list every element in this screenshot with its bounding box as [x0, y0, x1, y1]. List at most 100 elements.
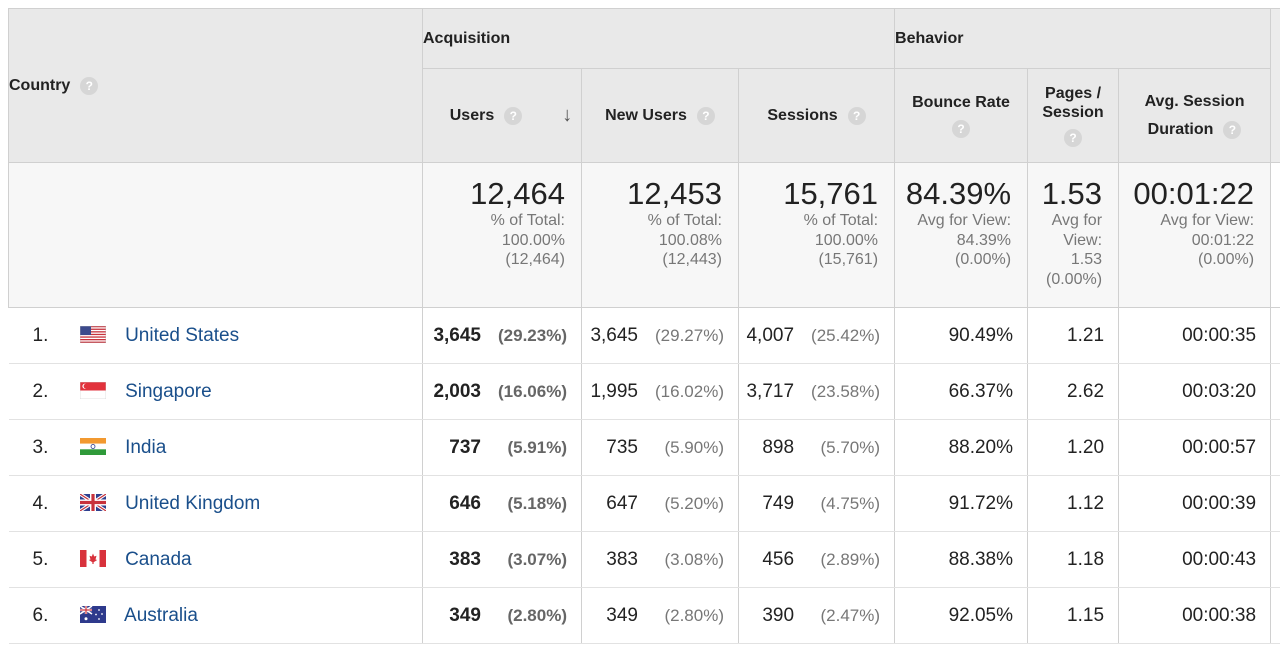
country-link[interactable]: Singapore	[125, 380, 212, 402]
users-value: 737	[449, 436, 481, 458]
avg-duration-cell: 00:00:43	[1118, 531, 1272, 588]
totals-pages-session-value: 1.53	[1041, 176, 1103, 211]
help-icon[interactable]: ?	[847, 106, 866, 125]
users-cell: 349 (2.80%)	[422, 587, 582, 644]
help-icon[interactable]: ?	[952, 119, 971, 138]
sessions-percent: (23.58%)	[811, 381, 881, 401]
totals-pages-session-avg: 1.53	[1070, 251, 1103, 268]
help-icon[interactable]: ?	[1064, 129, 1083, 147]
avg-duration-cell: 00:00:35	[1118, 307, 1272, 364]
sessions-cell: 390 (2.47%)	[738, 587, 896, 644]
flag-in-icon	[79, 437, 106, 455]
pages-session-header-line2: Session	[1042, 104, 1104, 121]
totals-pages-session-delta: (0.00%)	[1046, 270, 1103, 288]
sort-descending-icon[interactable]: ↓	[562, 104, 573, 126]
pages-session-cell: 2.62	[1027, 363, 1120, 420]
new-users-value: 1,995	[590, 380, 638, 402]
new-users-header-label: New Users	[605, 106, 687, 124]
row-rank: 3.	[32, 436, 49, 458]
users-value: 349	[449, 604, 481, 626]
bounce-rate-cell: 88.38%	[894, 531, 1029, 588]
avg-session-duration-column-header[interactable]: Avg. Session Duration?	[1118, 68, 1272, 163]
totals-avg-duration: 00:01:22 Avg for View: 00:01:22 (0.00%)	[1118, 162, 1272, 308]
users-cell: 3,645 (29.23%)	[422, 307, 582, 364]
pages-session-column-header[interactable]: Pages / Session ?	[1027, 68, 1120, 163]
new-users-value: 383	[606, 548, 638, 570]
totals-country-cell	[8, 162, 423, 308]
sessions-cell: 749 (4.75%)	[738, 475, 896, 532]
totals-bounce-rate-avg: 84.39%	[956, 231, 1012, 249]
pages-session-cell: 1.15	[1027, 587, 1120, 644]
table-row-3: 3. India 737 (5.91%) 735 (5.90%) 898 (5.70%…	[8, 419, 1280, 476]
users-column-header[interactable]: Users ? ↓	[422, 68, 582, 163]
sessions-value: 898	[762, 436, 795, 458]
country-cell: 5. Canada	[8, 531, 423, 588]
help-icon[interactable]: ?	[80, 76, 99, 95]
sessions-column-header[interactable]: Sessions ?	[738, 68, 896, 163]
sessions-cell: 3,717 (23.58%)	[738, 363, 896, 420]
new-users-cell: 349 (2.80%)	[581, 587, 739, 644]
users-header-label: Users	[449, 106, 495, 124]
country-link[interactable]: Australia	[124, 604, 198, 626]
sessions-value: 749	[762, 492, 795, 514]
totals-new-users-value: 12,453	[627, 176, 722, 211]
pages-session-cell: 1.21	[1027, 307, 1120, 364]
help-icon[interactable]: ?	[696, 106, 715, 125]
totals-avg-duration-label: Avg for View:	[1160, 212, 1255, 229]
users-cell: 646 (5.18%)	[422, 475, 582, 532]
totals-avg-duration-avg: 00:01:22	[1191, 231, 1255, 249]
help-icon[interactable]: ?	[504, 106, 523, 125]
new-users-percent: (5.20%)	[664, 493, 724, 513]
country-link[interactable]: United States	[125, 324, 240, 346]
row-rank: 6.	[32, 604, 49, 626]
bounce-rate-cell: 66.37%	[894, 363, 1029, 420]
flag-ca-icon	[79, 549, 106, 567]
totals-users-pct: 100.00%	[501, 231, 565, 249]
totals-new-users-pct: 100.08%	[658, 231, 722, 249]
country-column-header[interactable]: Country ?	[8, 8, 423, 163]
avg-duration-cell: 00:00:39	[1118, 475, 1272, 532]
new-users-value: 647	[606, 492, 638, 514]
bounce-rate-cell: 91.72%	[894, 475, 1029, 532]
new-users-column-header[interactable]: New Users ?	[581, 68, 739, 163]
sessions-header-label: Sessions	[767, 106, 838, 124]
totals-pages-session-label2: View:	[1063, 231, 1103, 249]
totals-bounce-rate: 84.39% Avg for View: 84.39% (0.00%)	[894, 162, 1029, 308]
avg-duration-header-line2: Duration	[1147, 120, 1214, 138]
users-cell: 2,003 (16.06%)	[422, 363, 582, 420]
table-row-1: 1. United States 3,645 (29.23%) 3,645 (29.…	[8, 307, 1280, 364]
country-link[interactable]: India	[125, 436, 167, 458]
sessions-percent: (2.89%)	[820, 549, 881, 569]
users-percent: (5.18%)	[507, 493, 567, 513]
totals-new-users: 12,453 % of Total: 100.08% (12,443)	[581, 162, 739, 308]
row-overflow	[1270, 531, 1280, 588]
new-users-percent: (16.02%)	[655, 381, 724, 401]
sessions-value: 456	[762, 548, 795, 570]
users-value: 2,003	[433, 380, 481, 402]
flag-us-icon	[79, 325, 107, 343]
totals-users-value: 12,464	[470, 176, 565, 211]
sessions-percent: (2.47%)	[820, 605, 881, 625]
avg-duration-cell: 00:00:57	[1118, 419, 1272, 476]
country-link[interactable]: United Kingdom	[125, 492, 261, 514]
country-cell: 6. Australia	[8, 587, 423, 644]
avg-duration-cell: 00:03:20	[1118, 363, 1272, 420]
totals-bounce-rate-value: 84.39%	[905, 176, 1012, 211]
totals-bounce-rate-label: Avg for View:	[917, 212, 1012, 229]
totals-sessions-pct: 100.00%	[814, 231, 879, 249]
totals-new-users-total: (12,443)	[662, 251, 722, 268]
help-icon[interactable]: ?	[1223, 120, 1242, 139]
pages-session-cell: 1.12	[1027, 475, 1120, 532]
behavior-group-header: Behavior	[894, 8, 1272, 69]
users-percent: (5.91%)	[507, 437, 567, 457]
country-report-table: Country ? Acquisition Behavior Users ? ↓…	[8, 8, 1280, 644]
country-link[interactable]: Canada	[125, 548, 192, 570]
bounce-rate-column-header[interactable]: Bounce Rate ?	[894, 68, 1029, 163]
sessions-percent: (25.42%)	[811, 325, 881, 345]
country-header-label: Country	[9, 76, 71, 94]
row-overflow	[1270, 419, 1280, 476]
bounce-rate-cell: 88.20%	[894, 419, 1029, 476]
table-row-2: 2. Singapore 2,003 (16.06%) 1,995 (16.02%)…	[8, 363, 1280, 420]
totals-avg-duration-value: 00:01:22	[1133, 176, 1255, 211]
sessions-cell: 456 (2.89%)	[738, 531, 896, 588]
